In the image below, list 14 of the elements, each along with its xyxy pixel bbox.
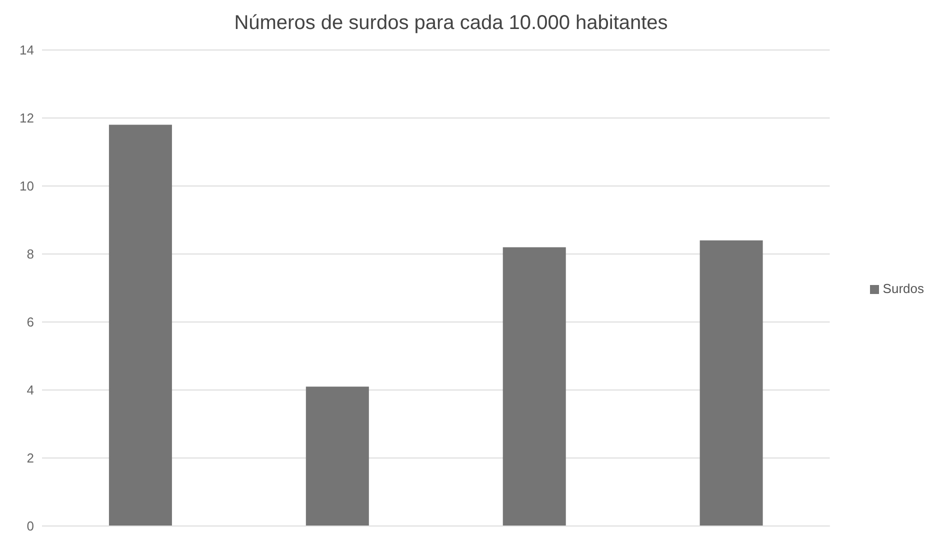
y-tick-label: 4 — [26, 382, 34, 398]
legend-label: Surdos — [882, 280, 924, 296]
y-tick-label: 12 — [20, 110, 34, 126]
y-tick-label: 0 — [26, 518, 34, 534]
y-tick-label: 8 — [26, 246, 34, 262]
bar — [700, 240, 763, 526]
y-tick-label: 2 — [26, 450, 34, 466]
bar — [502, 247, 566, 526]
bar — [108, 124, 172, 526]
y-tick-label: 6 — [26, 314, 34, 330]
chart-title: Números de surdos para cada 10.000 habitantes — [233, 11, 669, 36]
y-tick-label: 14 — [20, 42, 34, 58]
y-tick-label: 10 — [20, 178, 34, 194]
bar — [306, 386, 369, 526]
